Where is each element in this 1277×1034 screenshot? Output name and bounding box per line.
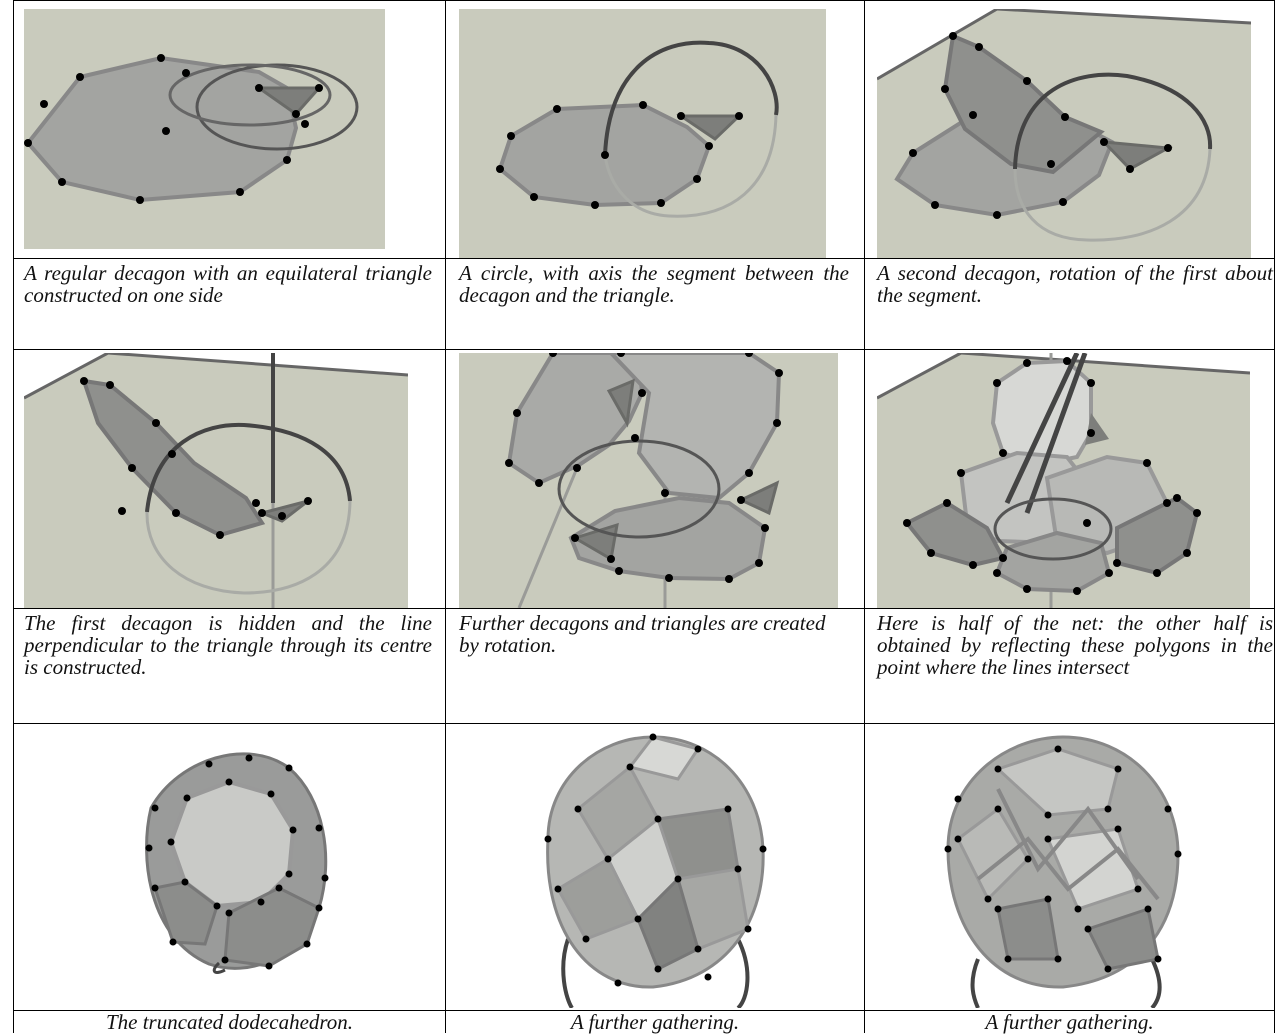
table-border-top [13,0,1275,1]
image-further-decagons [459,353,838,608]
caption-r3c1: The truncated dodecahedron. [105,1010,354,1034]
image-truncated-dodecahedron [129,738,329,978]
table-border-r1 [13,349,1275,350]
caption-r1c2: A circle, with axis the segment between … [459,261,849,307]
caption-r3c3: A further gathering. [985,1010,1154,1034]
table-border-left [13,0,14,1033]
image-half-net [877,353,1250,608]
image-circle-axis [459,9,826,258]
caption-r1c3: A second decagon, rotation of the first … [877,261,1273,307]
table-border-r2-img [13,608,1275,609]
caption-r3c2: A further gathering. [570,1010,740,1034]
caption-r2c3: Here is half of the net: the other half … [877,611,1273,679]
table-border-col2 [864,0,865,1033]
construction-table [13,0,1275,1033]
table-border-right [1274,0,1275,1033]
table-border-r2 [13,723,1275,724]
caption-r2c1: The first decagon is hidden and the line… [24,611,432,679]
table-border-r3-img [13,1010,1275,1011]
caption-r1c1: A regular decagon with an equilateral tr… [24,261,432,307]
image-perpendicular-line [24,353,408,608]
caption-r2c2: Further decagons and triangles are creat… [459,611,826,657]
image-gathering-2 [938,729,1188,1008]
table-border-col1 [445,0,446,1033]
image-gathering-1 [538,729,768,1008]
image-second-decagon [877,9,1251,258]
table-border-r1-img [13,258,1275,259]
image-decagon-triangle [24,9,385,249]
